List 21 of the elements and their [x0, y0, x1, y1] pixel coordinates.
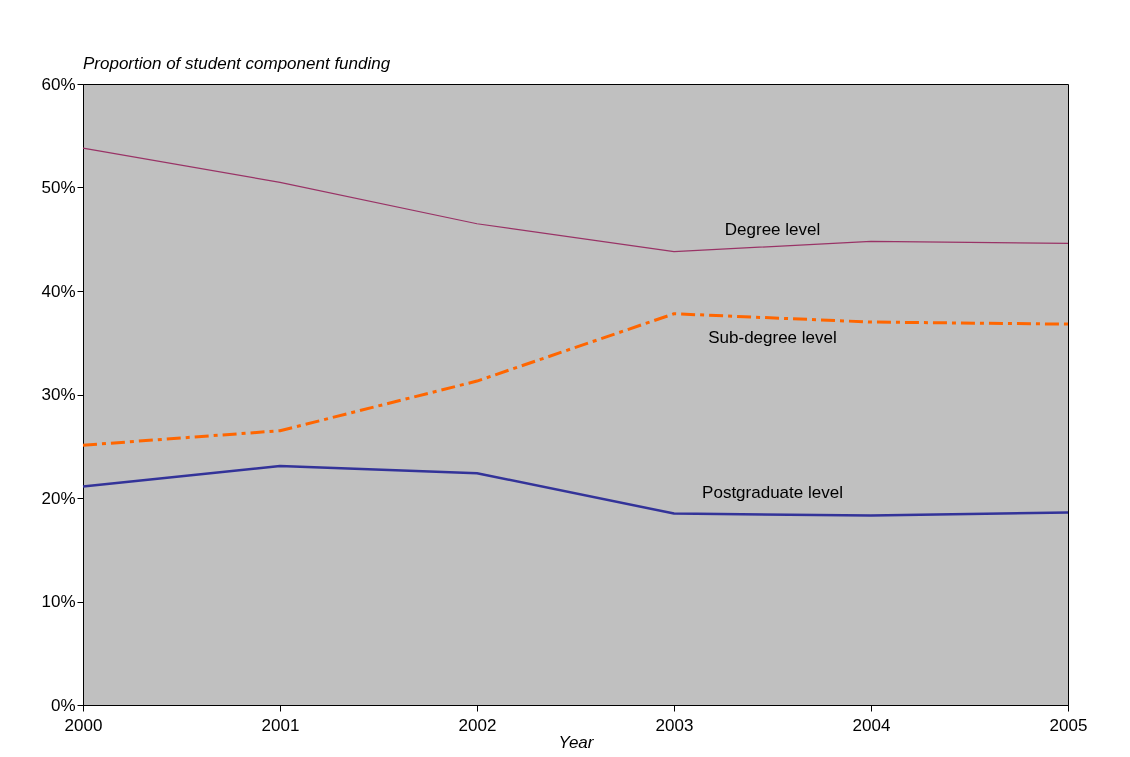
- y-tick-label: 20%: [41, 488, 76, 508]
- x-tick-label: 2003: [655, 715, 694, 735]
- x-tick-label: 2001: [261, 715, 300, 735]
- y-axis-title: Proportion of student component funding: [83, 54, 391, 73]
- series-label: Sub-degree level: [708, 327, 837, 347]
- line-series: [82, 147, 1069, 253]
- x-tick-label: 2002: [458, 715, 497, 735]
- line-series: [81, 464, 1070, 517]
- series-label: Degree level: [724, 220, 821, 240]
- y-tick-label: 0%: [50, 695, 76, 715]
- x-tick-label: 2005: [1049, 715, 1088, 735]
- series-label: Postgraduate level: [702, 482, 843, 502]
- x-axis-title: Year: [558, 732, 595, 752]
- y-tick-label: 40%: [41, 281, 76, 301]
- y-tick-label: 10%: [41, 592, 76, 611]
- x-tick-label: 2000: [64, 715, 103, 735]
- y-tick-label: 50%: [41, 178, 76, 197]
- line-series: [81, 312, 1070, 447]
- x-tick-label: 2004: [852, 715, 891, 735]
- y-tick-label: 60%: [41, 74, 76, 94]
- y-tick-label: 30%: [41, 385, 76, 404]
